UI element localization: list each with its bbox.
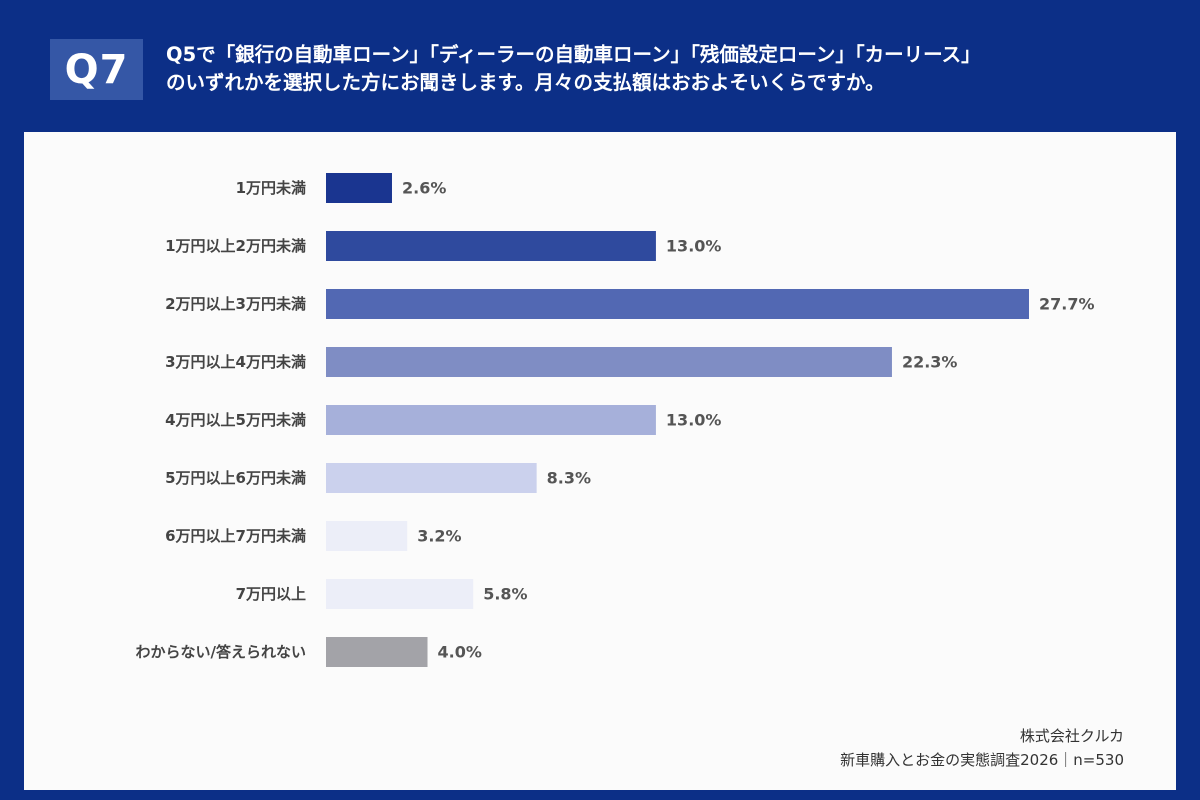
value-label: 8.3% [547,469,591,488]
value-label: 5.8% [483,585,527,604]
value-label: 13.0% [666,237,722,256]
category-label: 2万円以上3万円未満 [165,295,306,313]
bar [326,231,656,261]
category-label: 7万円以上 [236,585,306,603]
category-label: 4万円以上5万円未満 [165,411,306,429]
bar [326,463,537,493]
value-label: 13.0% [666,411,722,430]
category-label: 6万円以上7万円未満 [165,527,306,545]
bar [326,521,408,551]
value-label: 2.6% [402,179,446,198]
company-name: 株式会社クルカ [1019,727,1124,745]
category-label: 1万円未満 [236,179,306,197]
question-text-line-1: Q5で「銀行の自動車ローン」「ディーラーの自動車ローン」「残価設定ローン」「カー… [166,43,981,66]
value-label: 27.7% [1039,295,1095,314]
chart-panel: 1万円未満 2.6% 1万円以上2万円未満 13.0% 2万円以上3万円未満 27.7% 3… [24,132,1176,790]
category-label: 5万円以上6万円未満 [165,469,306,487]
value-label: 3.2% [417,527,461,546]
value-label: 22.3% [902,353,958,372]
question-number-badge: Q7 [50,39,143,100]
category-label: わからない/答えられない [136,643,306,661]
question-header: Q7 Q5で「銀行の自動車ローン」「ディーラーの自動車ローン」「残価設定ローン」… [0,0,1200,132]
bar [326,405,656,435]
bar [326,173,392,203]
survey-info: 新車購入とお金の実態調査2026｜n=530 [840,751,1124,769]
category-label: 3万円以上4万円未満 [165,353,306,371]
bar-chart: 1万円未満 2.6% 1万円以上2万円未満 13.0% 2万円以上3万円未満 27.7% 3… [136,173,1095,667]
bar [326,289,1029,319]
bar [326,347,892,377]
question-text-line-2: のいずれかを選択した方にお聞きします。月々の支払額はおおよそいくらですか。 [166,71,885,94]
category-label: 1万円以上2万円未満 [165,237,306,255]
value-label: 4.0% [438,643,482,662]
question-text: Q5で「銀行の自動車ローン」「ディーラーの自動車ローン」「残価設定ローン」「カー… [166,41,1176,97]
bar [326,579,474,609]
source-footer: 株式会社クルカ 新車購入とお金の実態調査2026｜n=530 [840,724,1124,772]
bar [326,637,428,667]
